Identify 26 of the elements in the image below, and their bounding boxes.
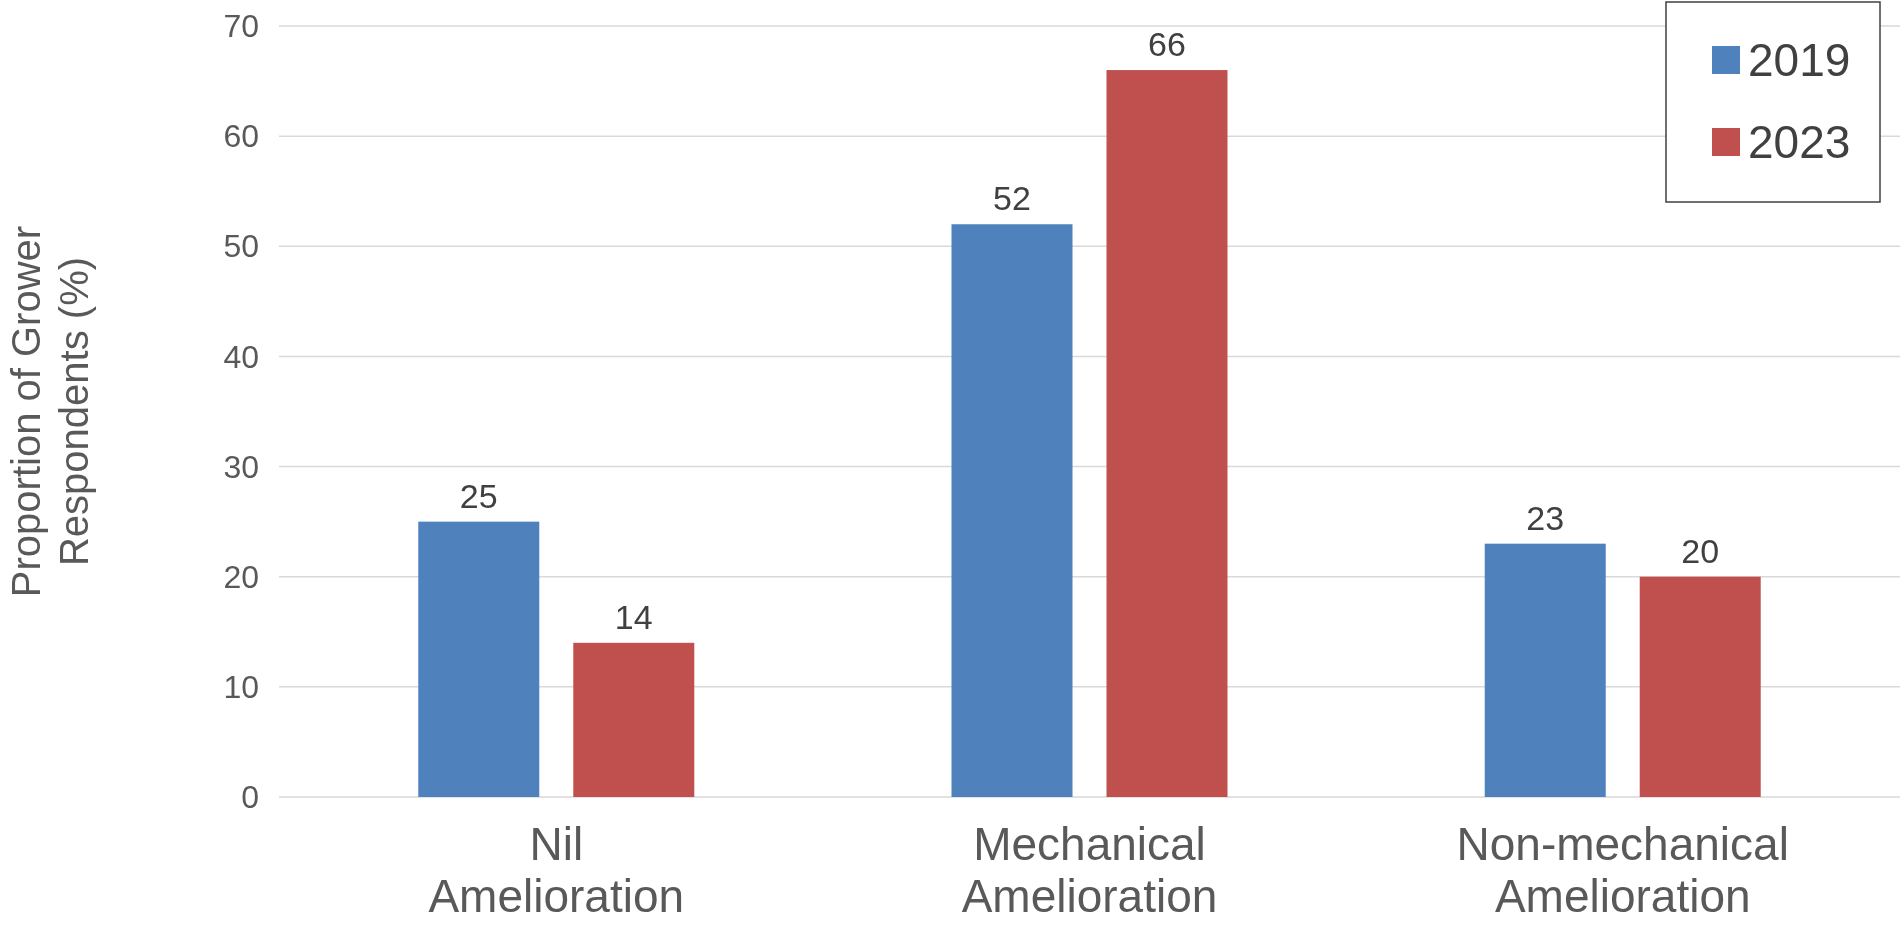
bar — [573, 642, 695, 797]
y-tick-label: 50 — [223, 228, 259, 265]
bar — [1106, 70, 1228, 797]
data-label: 23 — [1526, 498, 1565, 537]
bar — [418, 521, 540, 797]
data-label: 52 — [993, 179, 1031, 218]
bar — [1639, 576, 1761, 797]
data-label: 25 — [459, 476, 498, 515]
x-tick-label: Mechanical Amelioration — [961, 818, 1218, 922]
x-tick-label: Non-mechanical Amelioration — [1456, 818, 1789, 922]
data-label: 20 — [1681, 531, 1720, 570]
y-tick-label: 30 — [223, 448, 259, 485]
y-tick-label: 0 — [241, 779, 259, 816]
y-tick-label: 70 — [223, 8, 259, 45]
y-tick-label: 40 — [223, 338, 259, 375]
y-axis-title: Proportion of Grower Respondents (%) — [4, 225, 96, 598]
y-tick-label: 10 — [223, 669, 259, 706]
y-tick-label: 60 — [223, 118, 259, 155]
y-tick-label: 20 — [223, 558, 259, 595]
bar — [1484, 543, 1606, 797]
legend-label: 2019 — [1748, 34, 1851, 87]
bar — [951, 224, 1073, 797]
legend-label: 2023 — [1748, 116, 1851, 169]
data-label: 66 — [1148, 25, 1186, 64]
data-label: 14 — [614, 597, 653, 636]
x-tick-label: Nil Amelioration — [428, 818, 685, 922]
